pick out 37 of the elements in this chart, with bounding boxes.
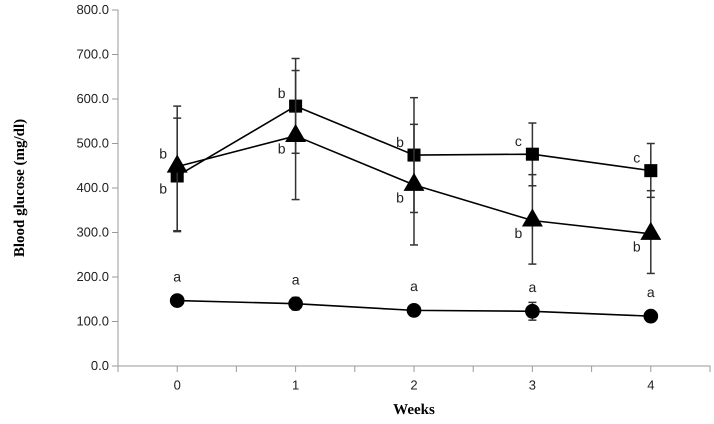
annotation: b <box>278 84 286 101</box>
y-tick-label: 100.0 <box>76 314 109 329</box>
y-axis-title: Blood glucose (mg/dl) <box>12 118 28 258</box>
x-tick-label: 1 <box>292 377 300 392</box>
annotation: b <box>396 190 404 206</box>
y-tick-label: 300.0 <box>76 224 109 240</box>
point <box>406 303 422 318</box>
annotation: c <box>633 149 640 166</box>
y-tick-label: 400.0 <box>76 180 109 196</box>
annotation: a <box>173 268 182 284</box>
y-tick-label: 500.0 <box>76 136 109 151</box>
point <box>525 304 540 319</box>
x-tick-label: 2 <box>410 377 418 392</box>
annotation: b <box>278 140 286 157</box>
x-tick-label: 0 <box>174 377 181 392</box>
y-tick-label: 0.0 <box>90 358 109 374</box>
point <box>170 293 185 308</box>
annotation: c <box>514 132 522 149</box>
point <box>526 148 539 161</box>
annotation: a <box>410 278 418 294</box>
y-tick-label: 200.0 <box>76 269 109 284</box>
y-tick-label: 700.0 <box>76 46 109 62</box>
y-tick-label: 600.0 <box>76 91 109 106</box>
x-axis-title: Weeks <box>393 402 435 418</box>
annotation: b <box>396 134 404 150</box>
annotation: b <box>159 145 168 162</box>
annotation: b <box>514 225 522 242</box>
point <box>644 164 658 178</box>
annotation: b <box>159 180 168 197</box>
point <box>643 308 658 324</box>
annotation: b <box>632 238 641 255</box>
x-tick-label: 4 <box>647 377 654 392</box>
y-tick-label: 800.0 <box>76 2 109 18</box>
annotation: a <box>528 278 536 295</box>
annotation: a <box>292 271 300 288</box>
x-tick-label: 3 <box>528 377 536 392</box>
annotation: a <box>646 284 655 300</box>
